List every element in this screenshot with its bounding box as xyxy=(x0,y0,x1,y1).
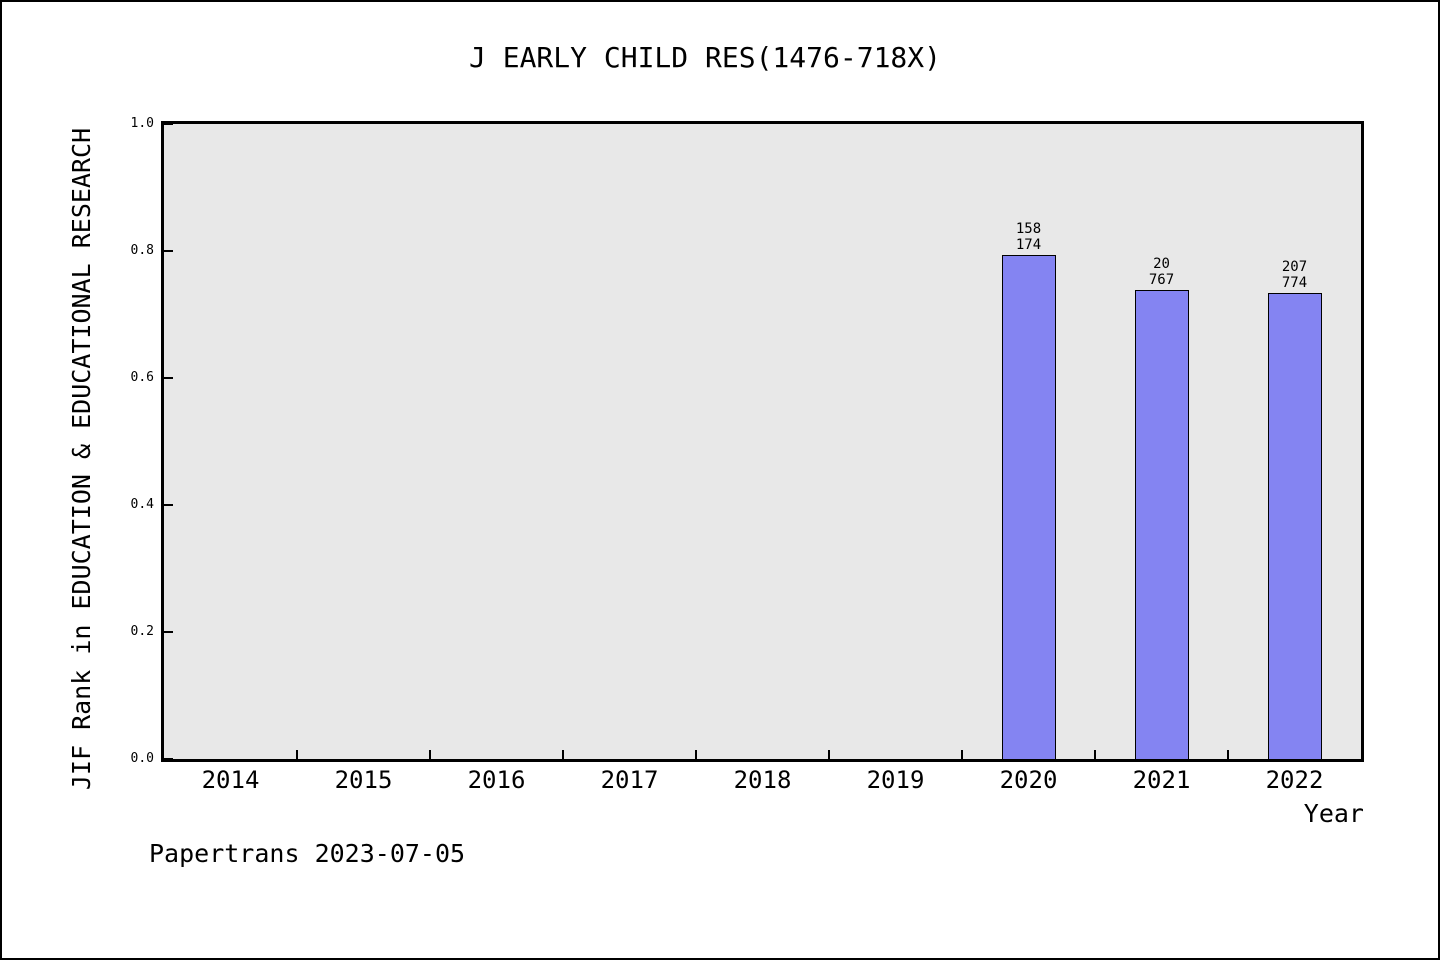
x-axis-title: Year xyxy=(1303,799,1364,828)
x-tick-label: 2015 xyxy=(334,766,393,794)
bar-value-label: 158 174 xyxy=(1015,221,1042,254)
x-tick-label: 2014 xyxy=(201,766,260,794)
y-tick xyxy=(164,758,173,760)
x-tick-label: 2019 xyxy=(866,766,925,794)
x-tick xyxy=(296,750,298,759)
bar xyxy=(1001,255,1056,759)
x-tick-label: 2020 xyxy=(999,766,1058,794)
y-tick xyxy=(164,504,173,506)
x-tick xyxy=(695,750,697,759)
bar xyxy=(1267,292,1322,759)
chart-title: J EARLY CHILD RES(1476-718X) xyxy=(468,41,942,74)
y-tick-label: 0.2 xyxy=(130,624,154,639)
x-tick-label: 2017 xyxy=(600,766,659,794)
y-tick xyxy=(164,250,173,252)
y-tick-label: 0.0 xyxy=(130,751,154,766)
x-tick-label: 2021 xyxy=(1132,766,1191,794)
bar-value-label: 207 774 xyxy=(1281,258,1308,291)
x-tick-label: 2016 xyxy=(467,766,526,794)
bar xyxy=(1134,289,1189,759)
y-tick-label: 1.0 xyxy=(130,116,154,131)
x-tick xyxy=(562,750,564,759)
x-tick xyxy=(429,750,431,759)
footer-watermark: Papertrans 2023-07-05 xyxy=(149,839,466,868)
plot-overlay: 158 174 20 767 207 774 xyxy=(164,123,1361,760)
y-tick-label: 0.6 xyxy=(130,370,154,385)
y-tick-label: 0.8 xyxy=(130,243,154,258)
x-tick xyxy=(961,750,963,759)
x-tick xyxy=(1094,750,1096,759)
y-tick xyxy=(164,631,173,633)
y-axis-title: JIF Rank in EDUCATION & EDUCATIONAL RESE… xyxy=(67,127,96,791)
x-tick-label: 2022 xyxy=(1265,766,1324,794)
x-tick-label: 2018 xyxy=(733,766,792,794)
x-tick xyxy=(828,750,830,759)
y-tick xyxy=(164,377,173,379)
bar-value-label: 20 767 xyxy=(1148,255,1175,288)
y-tick xyxy=(164,123,173,125)
y-tick-label: 0.4 xyxy=(130,497,154,512)
x-tick xyxy=(1227,750,1229,759)
